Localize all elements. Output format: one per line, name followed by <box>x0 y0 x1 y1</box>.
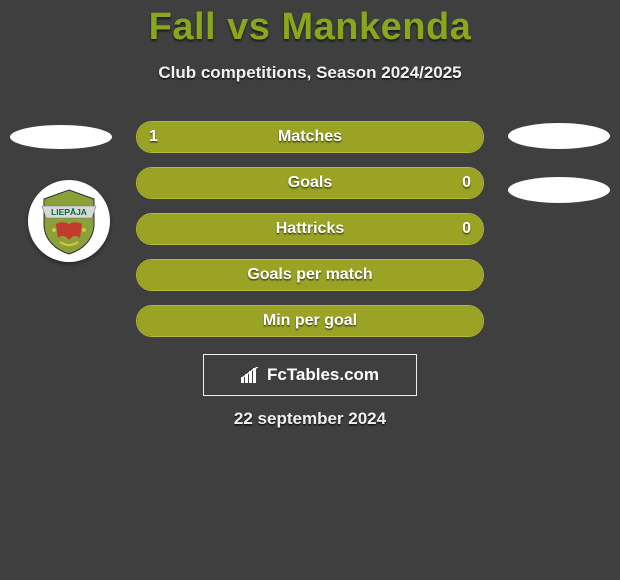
page-subtitle: Club competitions, Season 2024/2025 <box>0 63 620 83</box>
club-logo-svg: LIEPĀJA <box>32 184 106 258</box>
stat-bar: Matches1 <box>136 121 484 153</box>
brand-box[interactable]: FcTables.com <box>203 354 417 396</box>
club-logo: LIEPĀJA <box>28 180 110 262</box>
stat-bar-label: Min per goal <box>137 306 483 336</box>
club-logo-text: LIEPĀJA <box>51 207 87 217</box>
stat-value-right: 0 <box>462 214 471 244</box>
brand-text: FcTables.com <box>267 365 379 385</box>
stat-bar: Hattricks0 <box>136 213 484 245</box>
player-avatar-right-2 <box>508 177 610 203</box>
bar-chart-icon <box>241 367 261 383</box>
stat-value-right: 0 <box>462 168 471 198</box>
stat-bar-label: Goals per match <box>137 260 483 290</box>
player-avatar-left <box>10 125 112 149</box>
stat-bar-label: Hattricks <box>137 214 483 244</box>
stat-bar: Goals per match <box>136 259 484 291</box>
stat-bar-label: Matches <box>137 122 483 152</box>
stat-value-left: 1 <box>149 122 158 152</box>
stat-bar-label: Goals <box>137 168 483 198</box>
stat-bar: Goals0 <box>136 167 484 199</box>
page-title: Fall vs Mankenda <box>0 0 620 49</box>
stats-container: Matches1Goals0Hattricks0Goals per matchM… <box>136 121 484 351</box>
date-text: 22 september 2024 <box>0 409 620 429</box>
player-avatar-right <box>508 123 610 149</box>
stat-bar: Min per goal <box>136 305 484 337</box>
